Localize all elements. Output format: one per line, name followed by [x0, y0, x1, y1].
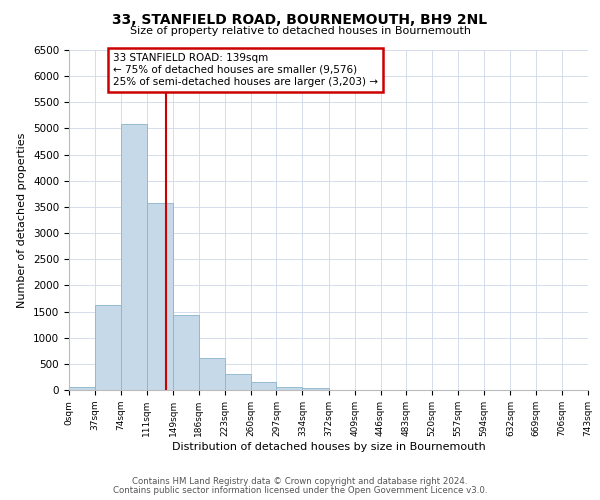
Bar: [199, 358, 225, 390]
Bar: [95, 304, 121, 390]
Bar: [121, 124, 146, 390]
Bar: [173, 315, 199, 390]
Bar: [251, 382, 277, 390]
Bar: [302, 388, 329, 390]
Text: Contains HM Land Registry data © Crown copyright and database right 2024.: Contains HM Land Registry data © Crown c…: [132, 477, 468, 486]
Text: Size of property relative to detached houses in Bournemouth: Size of property relative to detached ho…: [130, 26, 470, 36]
Bar: [277, 387, 302, 390]
X-axis label: Distribution of detached houses by size in Bournemouth: Distribution of detached houses by size …: [172, 442, 485, 452]
Bar: [69, 387, 95, 390]
Bar: [225, 374, 251, 390]
Y-axis label: Number of detached properties: Number of detached properties: [17, 132, 28, 308]
Text: 33, STANFIELD ROAD, BOURNEMOUTH, BH9 2NL: 33, STANFIELD ROAD, BOURNEMOUTH, BH9 2NL: [112, 12, 488, 26]
Text: 33 STANFIELD ROAD: 139sqm
← 75% of detached houses are smaller (9,576)
25% of se: 33 STANFIELD ROAD: 139sqm ← 75% of detac…: [113, 54, 378, 86]
Bar: [146, 202, 173, 390]
Text: Contains public sector information licensed under the Open Government Licence v3: Contains public sector information licen…: [113, 486, 487, 495]
